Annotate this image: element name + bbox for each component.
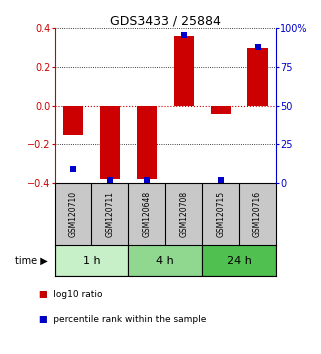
Text: GSM120715: GSM120715 [216,191,225,237]
Text: ■  log10 ratio: ■ log10 ratio [39,290,102,299]
Text: GSM120648: GSM120648 [142,191,152,237]
Bar [128,245,202,276]
Title: GDS3433 / 25884: GDS3433 / 25884 [110,14,221,27]
Point [181,32,186,37]
Text: GSM120711: GSM120711 [105,191,115,237]
Bar [174,36,194,106]
Text: 1 h: 1 h [83,256,100,266]
Point [107,177,112,183]
Text: ■: ■ [39,315,47,324]
Point [144,177,150,183]
Text: GSM120708: GSM120708 [179,191,188,237]
Text: GSM120710: GSM120710 [68,191,78,237]
Point [255,44,260,50]
Bar [202,245,276,276]
Text: time ▶: time ▶ [15,256,48,266]
Text: ■: ■ [39,290,47,299]
Text: ■  percentile rank within the sample: ■ percentile rank within the sample [39,315,206,324]
Text: GSM120716: GSM120716 [253,191,262,237]
Bar [100,106,120,179]
Point [218,177,223,183]
Text: 24 h: 24 h [227,256,252,266]
Text: 4 h: 4 h [156,256,174,266]
Bar [247,48,268,106]
Bar [211,106,231,114]
Bar [63,106,83,135]
Bar [55,245,128,276]
Bar [137,106,157,179]
Point [71,166,76,172]
